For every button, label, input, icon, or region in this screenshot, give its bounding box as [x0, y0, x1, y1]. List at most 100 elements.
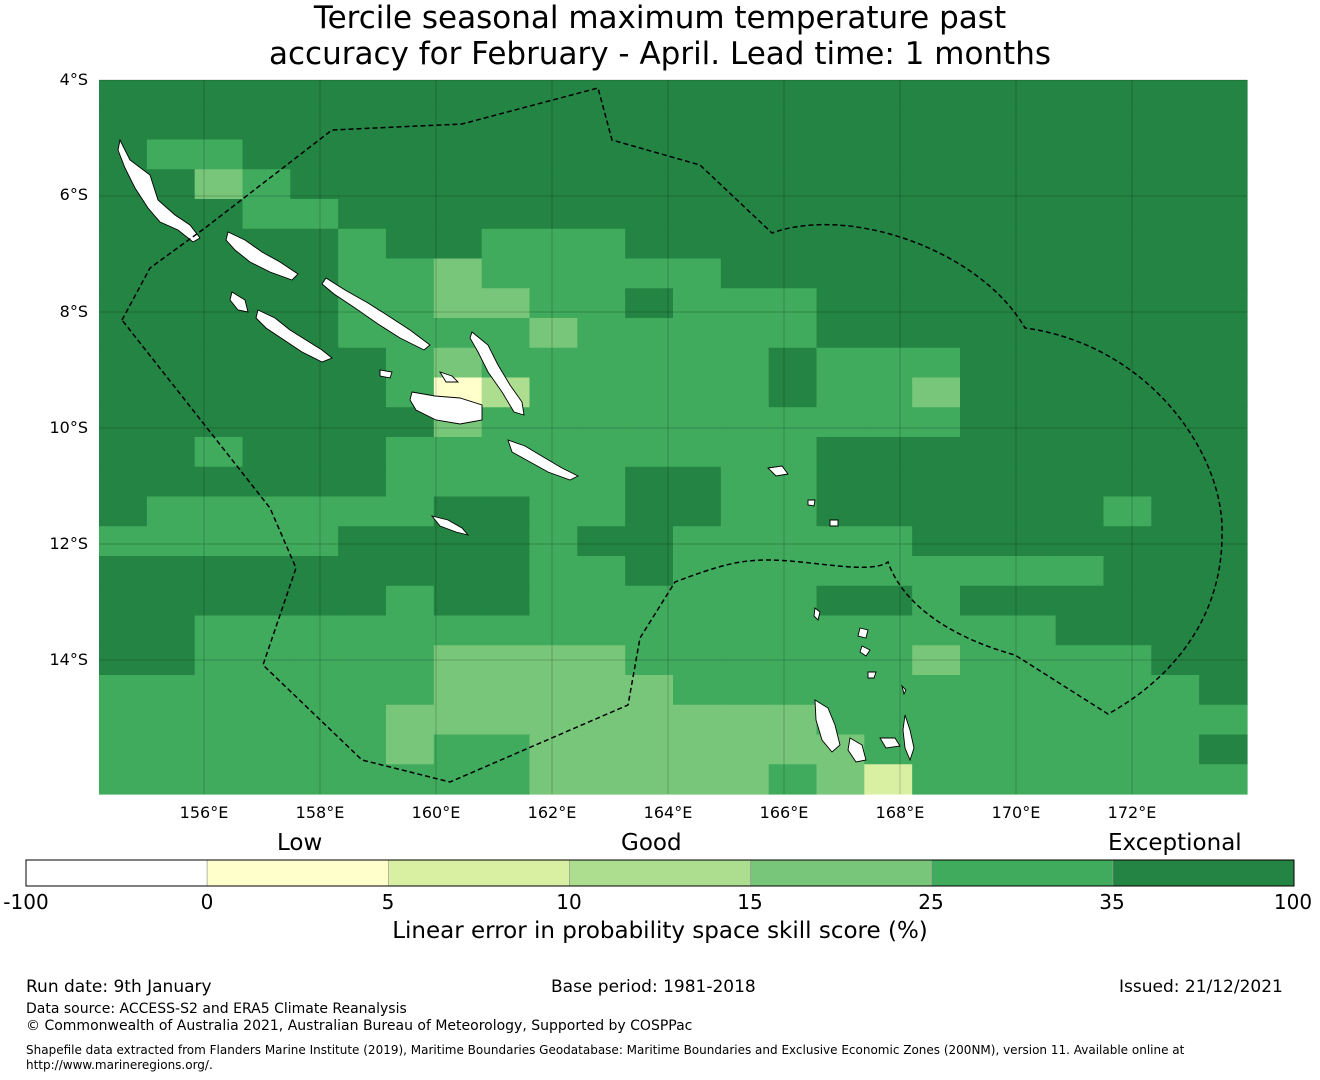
colorbar-segment	[387, 859, 570, 887]
skill-cell	[960, 526, 1009, 557]
skill-cell	[816, 228, 865, 260]
skill-cell	[1199, 318, 1248, 349]
skill-cell	[481, 704, 531, 736]
skill-cell	[673, 704, 722, 736]
lon-label-158e: 158°E	[295, 803, 345, 822]
skill-cell	[481, 585, 531, 617]
skill-cell	[1103, 645, 1152, 676]
skill-cell	[481, 734, 531, 765]
skill-cell	[960, 704, 1009, 736]
skill-cell	[1055, 347, 1105, 379]
skill-cell	[720, 437, 770, 468]
skill-cell	[1103, 347, 1152, 379]
lat-label-14s: 14°S	[49, 650, 88, 669]
skill-cell	[1199, 407, 1248, 438]
skill-cell	[338, 675, 387, 706]
skill-cell	[816, 139, 865, 170]
skill-cell	[194, 318, 244, 349]
skill-cell	[290, 437, 339, 468]
skill-cell	[529, 228, 578, 260]
skill-cell	[481, 496, 531, 527]
lon-label-172e: 172°E	[1107, 803, 1157, 822]
skill-cell	[386, 258, 435, 289]
skill-cell	[338, 109, 387, 141]
skill-cell	[864, 615, 913, 646]
skill-cell	[242, 556, 291, 587]
skill-cell	[1103, 437, 1152, 468]
skill-cell	[577, 258, 626, 289]
skill-cell	[960, 407, 1009, 438]
skill-cell	[338, 526, 387, 557]
colorbar-segment	[750, 859, 933, 887]
lon-label-162e: 162°E	[527, 803, 577, 822]
skill-cell	[625, 675, 674, 706]
skill-cell	[1055, 228, 1105, 260]
skill-cell	[290, 199, 339, 230]
skill-cell	[242, 437, 291, 468]
skill-cell	[816, 407, 865, 438]
skill-cell	[912, 318, 961, 349]
island-makira	[507, 439, 580, 481]
skill-cell	[99, 288, 148, 319]
skill-cell	[194, 556, 244, 587]
skill-cell	[577, 585, 626, 617]
skill-cell	[529, 764, 578, 795]
skill-cell	[625, 288, 674, 319]
skill-cell	[720, 258, 770, 289]
skill-cell	[99, 80, 148, 111]
skill-cell	[1007, 318, 1057, 349]
lon-label-168e: 168°E	[875, 803, 925, 822]
skill-cell	[625, 437, 674, 468]
skill-cell	[1055, 526, 1105, 557]
skill-cell	[768, 526, 818, 557]
copyright: © Commonwealth of Australia 2021, Austra…	[26, 1018, 693, 1034]
skill-cell	[1055, 437, 1105, 468]
skill-cell	[386, 228, 435, 260]
skill-cell	[816, 288, 865, 319]
skill-cell	[194, 139, 244, 170]
skill-cell	[242, 80, 291, 111]
skill-cell	[960, 258, 1009, 289]
skill-cell	[720, 645, 770, 676]
skill-cell	[99, 258, 148, 289]
skill-cell	[768, 199, 818, 230]
skill-cell	[242, 377, 291, 408]
skill-cell	[242, 347, 291, 379]
skill-cell	[673, 258, 722, 289]
skill-cell	[338, 347, 387, 379]
skill-cell	[290, 377, 339, 408]
skill-cell	[768, 645, 818, 676]
skill-cell	[386, 615, 435, 646]
skill-cell	[99, 199, 148, 230]
skill-cell	[1055, 407, 1105, 438]
skill-cell	[673, 347, 722, 379]
skill-cell	[146, 407, 196, 438]
skill-cell	[242, 109, 291, 141]
skill-cell	[912, 645, 961, 676]
skill-cell	[481, 526, 531, 557]
skill-cell	[433, 437, 483, 468]
skill-cell	[912, 407, 961, 438]
skill-cell	[577, 109, 626, 141]
skill-cell	[1199, 734, 1248, 765]
skill-cell	[577, 466, 626, 498]
skill-cell	[816, 318, 865, 349]
skill-cell	[386, 437, 435, 468]
skill-cell	[912, 437, 961, 468]
colorbar-segment	[931, 859, 1114, 887]
skill-cell	[433, 169, 483, 200]
skill-cell	[912, 764, 961, 795]
skill-cell	[816, 645, 865, 676]
skill-cell	[242, 139, 291, 170]
skill-cell	[912, 526, 961, 557]
land-outlines	[117, 138, 915, 763]
island-utupua	[829, 519, 839, 527]
island-pentecost	[902, 714, 915, 762]
skill-cell	[1007, 704, 1057, 736]
skill-cell	[912, 377, 961, 408]
skill-cell	[1151, 377, 1200, 408]
skill-cell	[673, 526, 722, 557]
skill-cell	[242, 675, 291, 706]
skill-cell	[99, 526, 148, 557]
skill-cell	[816, 526, 865, 557]
